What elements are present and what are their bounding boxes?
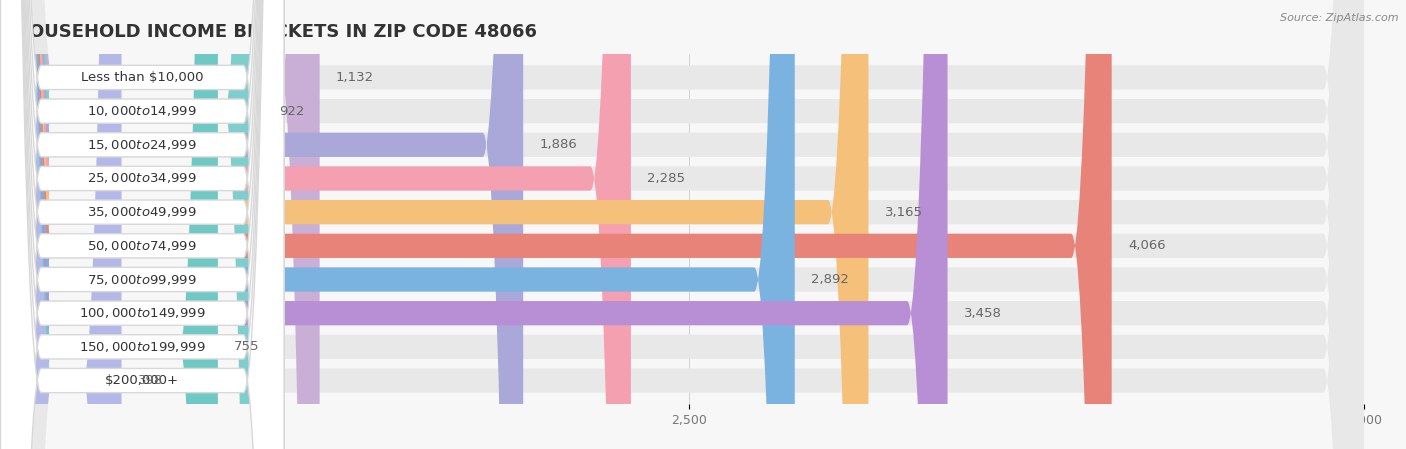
FancyBboxPatch shape xyxy=(14,0,1364,449)
FancyBboxPatch shape xyxy=(14,0,794,449)
Text: $35,000 to $49,999: $35,000 to $49,999 xyxy=(87,205,197,219)
Text: Less than $10,000: Less than $10,000 xyxy=(82,71,204,84)
Text: 922: 922 xyxy=(280,105,305,118)
FancyBboxPatch shape xyxy=(0,0,284,449)
Text: $10,000 to $14,999: $10,000 to $14,999 xyxy=(87,104,197,118)
FancyBboxPatch shape xyxy=(0,0,284,449)
FancyBboxPatch shape xyxy=(0,0,284,449)
FancyBboxPatch shape xyxy=(0,0,284,449)
Text: $200,000+: $200,000+ xyxy=(105,374,180,387)
Text: $15,000 to $24,999: $15,000 to $24,999 xyxy=(87,138,197,152)
FancyBboxPatch shape xyxy=(14,0,948,449)
FancyBboxPatch shape xyxy=(14,0,523,449)
Text: 755: 755 xyxy=(233,340,260,353)
FancyBboxPatch shape xyxy=(14,0,869,449)
Text: 4,066: 4,066 xyxy=(1128,239,1166,252)
Text: $100,000 to $149,999: $100,000 to $149,999 xyxy=(79,306,205,320)
Text: 1,132: 1,132 xyxy=(336,71,374,84)
Text: 3,458: 3,458 xyxy=(963,307,1001,320)
FancyBboxPatch shape xyxy=(14,0,1364,449)
FancyBboxPatch shape xyxy=(14,0,319,449)
FancyBboxPatch shape xyxy=(14,0,1364,449)
Text: $150,000 to $199,999: $150,000 to $199,999 xyxy=(79,340,205,354)
FancyBboxPatch shape xyxy=(14,0,1364,449)
Text: $75,000 to $99,999: $75,000 to $99,999 xyxy=(87,273,197,286)
FancyBboxPatch shape xyxy=(0,0,284,449)
FancyBboxPatch shape xyxy=(14,0,1112,449)
FancyBboxPatch shape xyxy=(14,0,1364,449)
Text: 1,886: 1,886 xyxy=(540,138,576,151)
FancyBboxPatch shape xyxy=(0,0,284,449)
FancyBboxPatch shape xyxy=(0,0,284,449)
FancyBboxPatch shape xyxy=(0,0,284,449)
Text: 2,892: 2,892 xyxy=(811,273,849,286)
FancyBboxPatch shape xyxy=(0,0,284,449)
Text: $25,000 to $34,999: $25,000 to $34,999 xyxy=(87,172,197,185)
Text: $50,000 to $74,999: $50,000 to $74,999 xyxy=(87,239,197,253)
FancyBboxPatch shape xyxy=(14,0,1364,449)
FancyBboxPatch shape xyxy=(0,0,284,449)
FancyBboxPatch shape xyxy=(14,0,1364,449)
Text: 3,165: 3,165 xyxy=(884,206,922,219)
FancyBboxPatch shape xyxy=(14,0,121,449)
FancyBboxPatch shape xyxy=(14,0,218,449)
Text: 398: 398 xyxy=(138,374,163,387)
FancyBboxPatch shape xyxy=(14,0,1364,449)
FancyBboxPatch shape xyxy=(14,0,1364,449)
Text: HOUSEHOLD INCOME BRACKETS IN ZIP CODE 48066: HOUSEHOLD INCOME BRACKETS IN ZIP CODE 48… xyxy=(14,23,537,41)
Text: Source: ZipAtlas.com: Source: ZipAtlas.com xyxy=(1281,13,1399,23)
FancyBboxPatch shape xyxy=(14,0,263,449)
FancyBboxPatch shape xyxy=(14,0,1364,449)
Text: 2,285: 2,285 xyxy=(647,172,685,185)
FancyBboxPatch shape xyxy=(14,0,631,449)
